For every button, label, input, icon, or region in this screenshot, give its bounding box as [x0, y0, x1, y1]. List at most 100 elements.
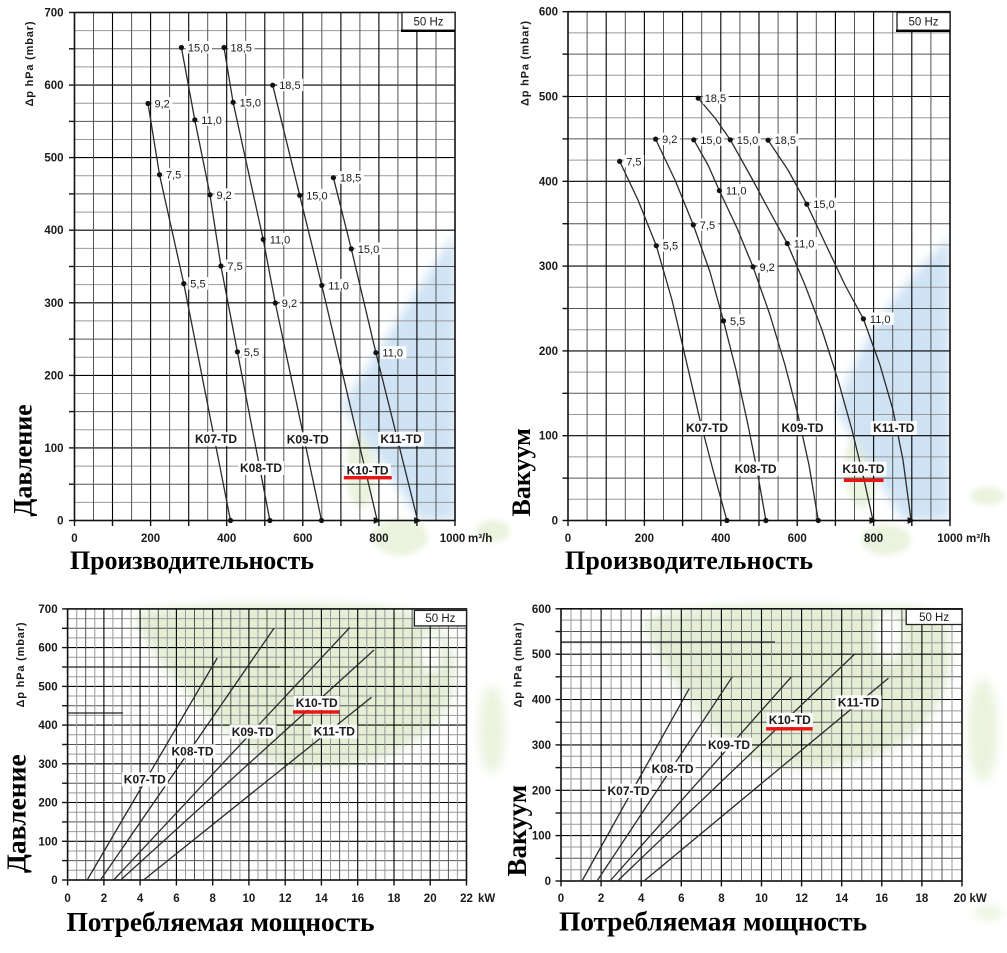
- svg-text:600: 600: [539, 7, 558, 19]
- svg-text:m³/h: m³/h: [966, 533, 990, 545]
- svg-text:50 Hz: 50 Hz: [919, 612, 949, 624]
- svg-text:15,0: 15,0: [240, 97, 261, 109]
- svg-text:300: 300: [38, 759, 57, 771]
- svg-text:100: 100: [44, 443, 63, 455]
- svg-text:Вакуум: Вакуум: [502, 785, 532, 877]
- svg-text:Δp hPa (mbar): Δp hPa (mbar): [15, 622, 27, 707]
- svg-text:100: 100: [539, 431, 558, 443]
- svg-text:K09-TD: K09-TD: [287, 433, 329, 447]
- svg-text:Производительность: Производительность: [565, 546, 813, 575]
- svg-text:15,0: 15,0: [306, 190, 327, 202]
- svg-text:500: 500: [38, 681, 57, 693]
- svg-text:0: 0: [51, 875, 57, 887]
- svg-text:K08-TD: K08-TD: [171, 745, 213, 759]
- svg-text:4: 4: [137, 893, 144, 905]
- svg-text:500: 500: [532, 649, 551, 661]
- svg-text:Давление: Давление: [1, 754, 32, 873]
- svg-text:50 Hz: 50 Hz: [425, 613, 455, 625]
- svg-text:6: 6: [678, 893, 684, 905]
- svg-text:11,0: 11,0: [794, 239, 815, 251]
- svg-text:15,0: 15,0: [737, 135, 758, 147]
- svg-text:9,2: 9,2: [662, 134, 677, 146]
- svg-text:kW: kW: [970, 893, 987, 905]
- svg-text:18,5: 18,5: [705, 93, 726, 105]
- svg-text:5,5: 5,5: [730, 316, 745, 328]
- svg-text:0: 0: [64, 893, 70, 905]
- svg-text:600: 600: [38, 643, 57, 655]
- svg-text:0: 0: [57, 516, 63, 528]
- svg-text:Давление: Давление: [9, 404, 38, 516]
- svg-text:400: 400: [539, 176, 558, 188]
- svg-text:7,5: 7,5: [700, 220, 715, 232]
- svg-text:7,5: 7,5: [166, 170, 181, 182]
- svg-text:15,0: 15,0: [188, 43, 209, 55]
- svg-text:400: 400: [217, 533, 236, 545]
- svg-text:300: 300: [539, 261, 558, 273]
- svg-text:18,5: 18,5: [775, 135, 796, 147]
- svg-text:400: 400: [711, 533, 730, 545]
- svg-text:K11-TD: K11-TD: [314, 725, 356, 739]
- svg-text:600: 600: [788, 533, 807, 545]
- svg-text:20: 20: [954, 893, 967, 905]
- svg-text:18: 18: [916, 893, 929, 905]
- svg-text:200: 200: [635, 533, 654, 545]
- svg-text:K10-TD: K10-TD: [842, 462, 884, 476]
- svg-text:400: 400: [44, 225, 63, 237]
- svg-text:400: 400: [38, 720, 57, 732]
- svg-text:K07-TD: K07-TD: [195, 432, 237, 446]
- svg-text:K11-TD: K11-TD: [873, 421, 915, 435]
- svg-text:20: 20: [424, 893, 437, 905]
- svg-text:700: 700: [38, 604, 57, 616]
- svg-text:11,0: 11,0: [328, 280, 349, 292]
- svg-text:10: 10: [755, 893, 768, 905]
- svg-text:8: 8: [209, 893, 216, 905]
- svg-text:10: 10: [243, 893, 256, 905]
- svg-text:200: 200: [38, 798, 57, 810]
- svg-text:18,5: 18,5: [340, 173, 361, 185]
- svg-text:9,2: 9,2: [217, 190, 232, 202]
- svg-text:Производительность: Производительность: [70, 546, 314, 575]
- svg-text:15,0: 15,0: [813, 199, 834, 211]
- svg-text:11,0: 11,0: [382, 348, 403, 360]
- svg-text:500: 500: [44, 153, 63, 165]
- svg-text:0: 0: [565, 533, 571, 545]
- svg-text:16: 16: [875, 893, 888, 905]
- svg-text:1000: 1000: [937, 533, 963, 545]
- svg-text:9,2: 9,2: [760, 262, 775, 274]
- svg-text:700: 700: [44, 8, 63, 20]
- svg-text:14: 14: [315, 893, 328, 905]
- svg-text:5,5: 5,5: [244, 347, 259, 359]
- svg-text:0: 0: [558, 893, 564, 905]
- svg-text:K07-TD: K07-TD: [686, 421, 728, 435]
- svg-text:500: 500: [539, 92, 558, 104]
- svg-text:K08-TD: K08-TD: [240, 461, 282, 475]
- svg-text:5,5: 5,5: [190, 279, 205, 291]
- svg-text:14: 14: [835, 893, 848, 905]
- svg-text:7,5: 7,5: [626, 156, 641, 168]
- svg-text:K11-TD: K11-TD: [838, 696, 880, 710]
- svg-text:300: 300: [44, 298, 63, 310]
- svg-text:Δp hPa (mbar): Δp hPa (mbar): [513, 622, 525, 707]
- svg-text:100: 100: [532, 831, 551, 843]
- svg-text:K07-TD: K07-TD: [124, 773, 166, 787]
- svg-text:18,5: 18,5: [279, 80, 300, 92]
- svg-text:0: 0: [545, 876, 551, 888]
- svg-text:50 Hz: 50 Hz: [908, 17, 938, 29]
- svg-text:11,0: 11,0: [270, 234, 291, 246]
- svg-text:K10-TD: K10-TD: [769, 713, 811, 727]
- svg-text:Вакуум: Вакуум: [507, 428, 536, 516]
- svg-text:15,0: 15,0: [358, 244, 379, 256]
- svg-text:K10-TD: K10-TD: [347, 464, 389, 478]
- svg-text:9,2: 9,2: [155, 99, 170, 111]
- svg-text:300: 300: [532, 740, 551, 752]
- svg-text:7,5: 7,5: [227, 261, 242, 273]
- svg-text:12: 12: [279, 893, 292, 905]
- svg-text:12: 12: [795, 893, 808, 905]
- svg-text:Δp hPa (mbar): Δp hPa (mbar): [24, 21, 36, 106]
- svg-text:200: 200: [44, 370, 63, 382]
- svg-text:15,0: 15,0: [700, 135, 721, 147]
- svg-text:11,0: 11,0: [726, 186, 747, 198]
- svg-text:K09-TD: K09-TD: [708, 738, 750, 752]
- svg-text:0: 0: [71, 533, 77, 545]
- svg-text:K09-TD: K09-TD: [232, 725, 274, 739]
